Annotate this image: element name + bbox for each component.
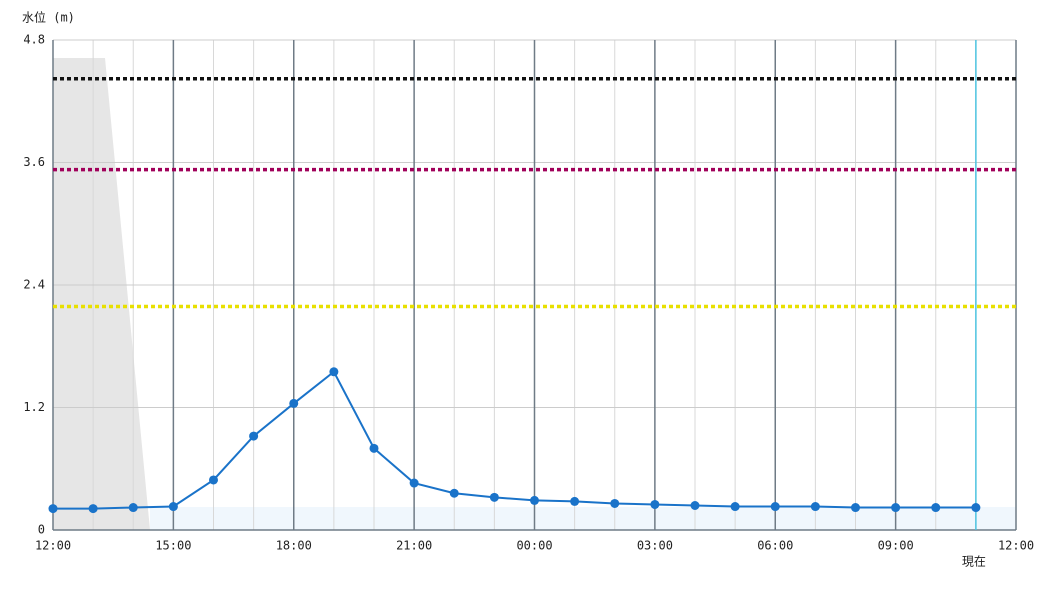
data-point bbox=[610, 498, 620, 508]
data-point bbox=[88, 504, 98, 514]
y-tick-label: 4.8 bbox=[23, 33, 45, 47]
data-point bbox=[690, 501, 700, 510]
series-line bbox=[53, 370, 976, 510]
x-tick-label: 12:00 bbox=[998, 539, 1034, 553]
data-point bbox=[449, 488, 459, 498]
y-tick-label: 2.4 bbox=[23, 278, 45, 292]
data-point bbox=[209, 475, 218, 485]
data-point bbox=[851, 503, 860, 513]
y-tick-label: 0 bbox=[38, 523, 45, 537]
data-point bbox=[128, 503, 138, 513]
data-point bbox=[48, 504, 58, 514]
data-point bbox=[931, 503, 941, 513]
data-point bbox=[891, 503, 901, 513]
data-point bbox=[489, 492, 499, 502]
x-tick-label: 21:00 bbox=[396, 539, 432, 553]
x-tick-label: 12:00 bbox=[35, 539, 71, 553]
data-point bbox=[730, 502, 740, 512]
x-tick-label: 15:00 bbox=[155, 539, 191, 553]
x-tick-label: 09:00 bbox=[878, 539, 914, 553]
x-tick-label: 06:00 bbox=[757, 539, 793, 553]
current-label: 現在 bbox=[962, 555, 986, 569]
data-point bbox=[770, 502, 780, 512]
x-tick-label: 03:00 bbox=[637, 539, 673, 553]
data-point bbox=[971, 503, 981, 513]
data-point bbox=[810, 502, 820, 512]
data-point bbox=[409, 478, 419, 488]
data-point bbox=[530, 495, 539, 505]
data-point bbox=[369, 443, 379, 453]
y-tick-label: 1.2 bbox=[23, 400, 45, 414]
data-point bbox=[650, 499, 660, 509]
data-point bbox=[168, 502, 178, 512]
x-tick-label: 18:00 bbox=[276, 539, 312, 553]
normal-band bbox=[150, 507, 1016, 530]
data-point bbox=[289, 398, 299, 408]
y-axis-label: 水位 (m) bbox=[22, 10, 75, 25]
shaded-area bbox=[53, 58, 150, 530]
y-tick-label: 3.6 bbox=[23, 155, 45, 169]
data-point bbox=[329, 367, 339, 377]
data-point bbox=[249, 431, 259, 441]
data-point bbox=[570, 496, 580, 506]
x-tick-label: 00:00 bbox=[516, 539, 552, 553]
